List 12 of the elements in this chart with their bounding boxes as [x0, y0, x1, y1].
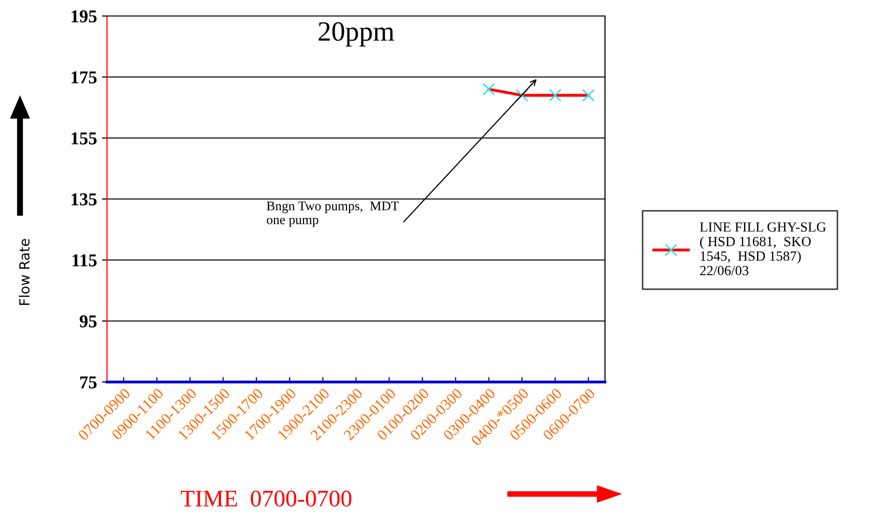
legend-label: LINE FILL GHY-SLG ( HSD 11681, SKO 1545, HSD 1587) 22/06/03 [700, 222, 826, 276]
y-tick-label: 195 [72, 10, 97, 22]
x-axis-title: TIME 0700-0700 [180, 490, 352, 507]
y-tick-label: 155 [72, 132, 97, 144]
y-axis-title: Flow Rate [18, 238, 30, 305]
y-tick-label: 95 [80, 315, 97, 328]
y-tick-label: 175 [72, 71, 97, 84]
annotation: Bngn Two pumps, MDT one pump [266, 202, 399, 227]
y-tick-label: 135 [72, 193, 97, 206]
y-tick-label: 75 [80, 376, 97, 388]
chart-title: 20ppm [318, 22, 394, 47]
y-tick-label: 115 [72, 254, 97, 266]
